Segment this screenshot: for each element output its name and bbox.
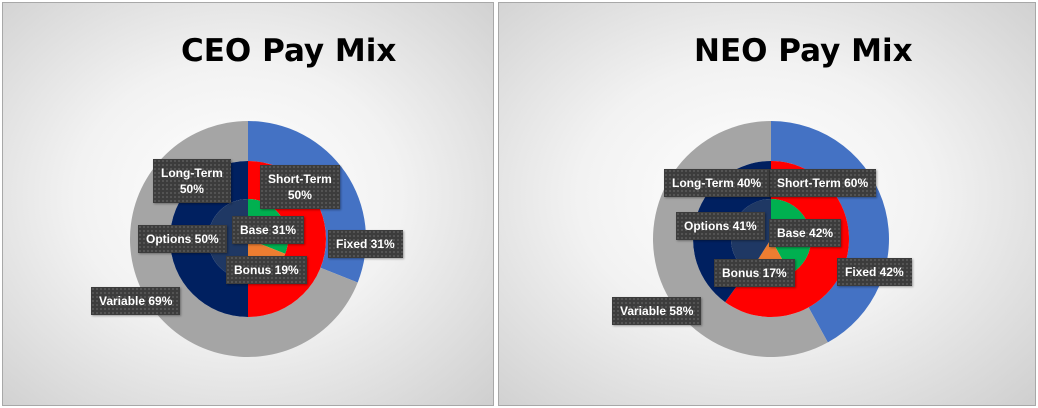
neo-short-term-label: Short-Term 60% — [769, 169, 877, 197]
neo-donut-chart — [652, 121, 889, 357]
ceo-donut-chart — [130, 121, 366, 358]
ceo-base-label: Base 31% — [232, 216, 305, 244]
neo-base-label: Base 42% — [769, 219, 842, 247]
ceo-bonus-label: Bonus 19% — [226, 256, 307, 284]
neo-fixed-label: Fixed 42% — [837, 258, 912, 286]
ceo-pay-mix-chart: CEO Pay Mix Short-Term 50% Long-Term 50%… — [2, 2, 494, 406]
neo-variable-label: Variable 58% — [612, 297, 702, 325]
ceo-chart-title: CEO Pay Mix — [181, 33, 397, 69]
neo-long-term-label: Long-Term 40% — [664, 169, 770, 197]
ceo-short-term-label-name: Short-Term — [268, 172, 332, 186]
neo-pay-mix-chart: NEO Pay Mix Short-Term 60% Long-Term 40%… — [498, 2, 1036, 406]
ceo-short-term-label: Short-Term 50% — [260, 165, 340, 209]
neo-options-label: Options 41% — [676, 212, 765, 240]
ceo-long-term-label: Long-Term 50% — [153, 159, 231, 203]
ceo-variable-label: Variable 69% — [91, 287, 181, 315]
neo-chart-title: NEO Pay Mix — [694, 33, 913, 69]
ceo-long-term-label-value: 50% — [179, 182, 204, 196]
ceo-long-term-label-name: Long-Term — [161, 166, 223, 180]
ceo-fixed-label: Fixed 31% — [328, 230, 403, 258]
neo-bonus-label: Bonus 17% — [714, 259, 795, 287]
ceo-short-term-label-value: 50% — [287, 188, 312, 202]
ceo-options-label: Options 50% — [138, 225, 227, 253]
